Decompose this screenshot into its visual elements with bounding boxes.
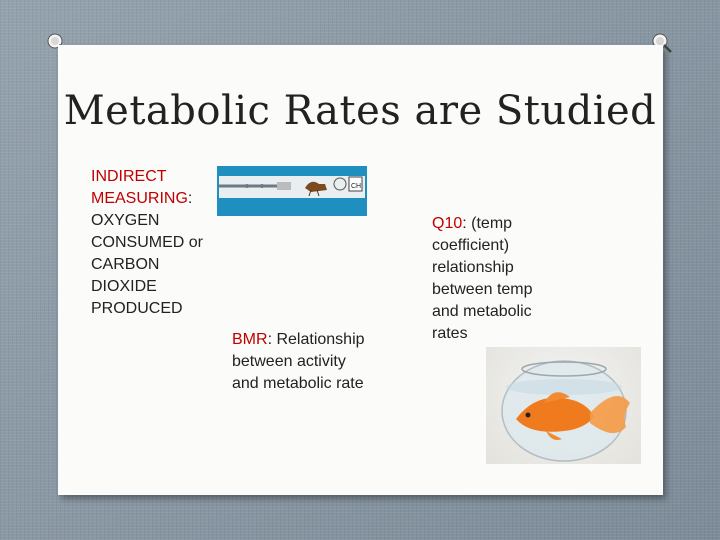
indirect-measuring-label: INDIRECT MEASURING <box>91 168 188 207</box>
slide-title: Metabolic Rates are Studied <box>63 88 657 134</box>
respirometer-image: CH <box>217 166 367 216</box>
goldfish-bowl-image <box>486 347 641 464</box>
indirect-measuring-text: INDIRECT MEASURING: OXYGEN CONSUMED or C… <box>91 168 204 317</box>
q10-body: : (temp coefficient) relationship betwee… <box>432 215 533 342</box>
svg-text:CH: CH <box>351 183 361 190</box>
bmr-body: Relationship between activity and metabo… <box>232 331 365 392</box>
bmr-label: BMR <box>232 331 268 348</box>
bmr-text: BMR: Relationship between activity and m… <box>232 331 365 392</box>
q10-label: Q10 <box>432 215 463 232</box>
q10-text: Q10: (temp coefficient) relationship bet… <box>432 213 562 345</box>
indirect-measuring-body: OXYGEN CONSUMED or CARBON DIOXIDE PRODUC… <box>91 212 204 317</box>
